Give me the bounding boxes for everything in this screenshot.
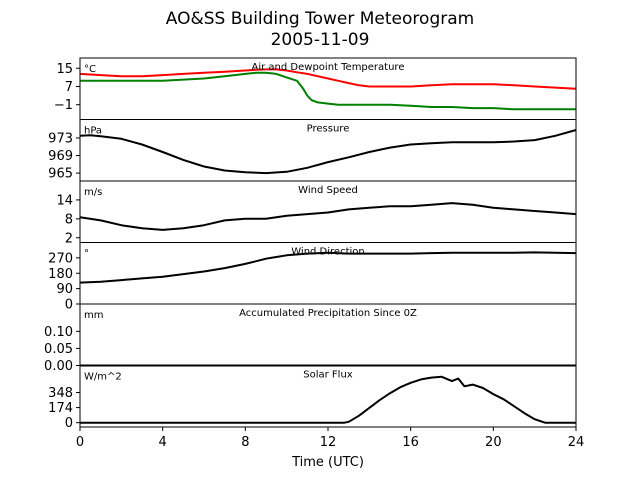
y-tick-label-wind_speed: 14: [56, 193, 73, 208]
y-tick-label-precip: 0.00: [44, 359, 73, 374]
figure-title: AO&SS Building Tower Meteorogram: [166, 9, 474, 29]
y-tick-label-pressure: 969: [48, 149, 73, 164]
x-tick-label: 8: [241, 435, 249, 450]
x-tick-label: 0: [76, 435, 84, 450]
panel-unit-solar: W/m^2: [84, 372, 122, 383]
y-tick-label-solar: 174: [48, 401, 73, 416]
y-tick-label-precip: 0.10: [44, 325, 73, 340]
series-line-temp-1: [80, 71, 576, 111]
panel-unit-wind_speed: m/s: [84, 187, 102, 198]
figure-subtitle: 2005-11-09: [271, 30, 370, 50]
series-line-pressure-0: [79, 129, 577, 175]
series-line-solar-0: [80, 375, 576, 424]
panel-unit-pressure: hPa: [84, 126, 102, 137]
panel-title-precip: Accumulated Precipitation Since 0Z: [239, 308, 417, 319]
x-tick-label: 16: [402, 435, 419, 450]
series-line-wind_dir-0: [79, 251, 577, 284]
y-tick-label-wind_dir: 0: [65, 298, 73, 313]
panel-title-temp: Air and Dewpoint Temperature: [252, 62, 405, 73]
panel-title-wind_dir: Wind Direction: [291, 247, 365, 258]
y-tick-label-wind_dir: 270: [48, 251, 73, 266]
panel-wind_speed: 14 8 2 m/s Wind Speed: [56, 180, 577, 246]
y-tick-label-temp: −1: [54, 98, 73, 113]
panels: 15 7 −1 °C Air and Dewpoint Temperature 973 96…: [44, 57, 577, 431]
y-tick-label-pressure: 973: [48, 131, 73, 146]
y-tick-label-solar: 0: [65, 416, 73, 431]
panel-title-solar: Solar Flux: [303, 370, 353, 381]
series-line-wind_speed-0: [79, 202, 577, 231]
panel-precip: 0.10 0.05 0.00 mm Accumulated Precipitation …: [44, 303, 577, 374]
panel-unit-precip: mm: [84, 310, 103, 321]
y-tick-label-wind_dir: 180: [48, 267, 73, 282]
x-axis-label: Time (UTC): [291, 455, 364, 470]
y-tick-label-wind_speed: 2: [65, 231, 73, 246]
series-line-temp-0: [79, 68, 577, 90]
y-tick-label-temp: 15: [56, 62, 73, 77]
panel-temp: 15 7 −1 °C Air and Dewpoint Temperature: [54, 57, 577, 120]
y-tick-label-solar: 348: [48, 386, 73, 401]
x-tick-label: 20: [485, 435, 502, 450]
x-axis: 0 4 8 12 16 20 24: [76, 427, 584, 450]
x-tick-label: 12: [320, 435, 337, 450]
panel-unit-temp: °C: [84, 64, 96, 75]
panel-unit-wind_dir: °: [84, 249, 89, 260]
y-tick-label-temp: 7: [65, 80, 73, 95]
y-tick-label-pressure: 965: [48, 167, 73, 182]
y-tick-label-wind_speed: 8: [65, 212, 73, 227]
y-tick-label-precip: 0.05: [44, 342, 73, 357]
y-tick-label-wind_dir: 90: [56, 282, 73, 297]
panel-title-pressure: Pressure: [307, 124, 350, 135]
panel-pressure: 973 969 965 hPa Pressure: [48, 119, 577, 182]
x-tick-label: 24: [568, 435, 585, 450]
panel-title-wind_speed: Wind Speed: [298, 185, 358, 196]
x-tick-label: 4: [159, 435, 167, 450]
